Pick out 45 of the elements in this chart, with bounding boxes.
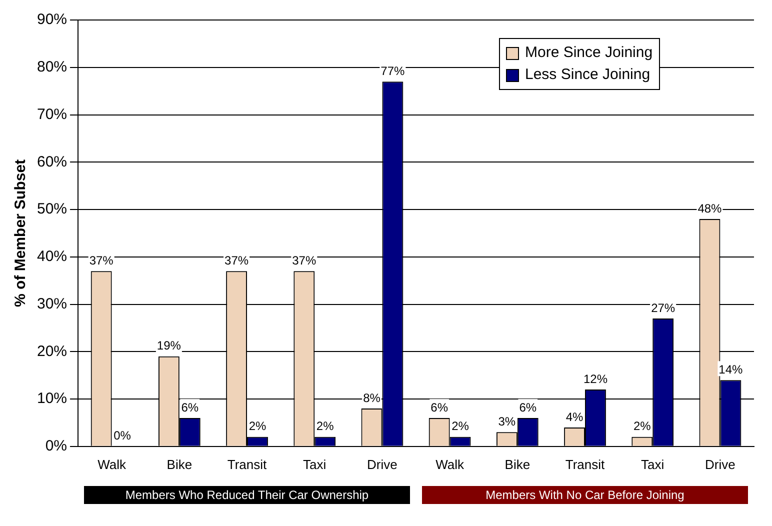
x-tick-label: Bike [166, 456, 192, 472]
y-axis-title: % of Member Subset [12, 159, 30, 307]
data-label: 48% [698, 201, 722, 216]
data-label: 2% [633, 419, 652, 434]
data-label: 37% [292, 253, 316, 268]
text: Members Who Reduced Their Car Ownership [84, 486, 410, 504]
data-label: 2% [452, 419, 470, 434]
y-tick-label: 50% [36, 200, 68, 218]
x-tick-label: Transit [565, 456, 606, 472]
y-tick-label: 40% [36, 248, 68, 266]
x-tick-label: Walk [98, 456, 127, 472]
y-tick-label: 90% [36, 11, 68, 28]
y-tick-label: 80% [36, 58, 68, 76]
legend-label: More Since Joining [525, 43, 653, 63]
x-tick-label: Transit [227, 456, 268, 472]
data-label: 6% [430, 400, 448, 414]
data-label: 2% [316, 419, 334, 434]
y-tick-label: 30% [36, 295, 68, 312]
text: Members With No Car Before Joining [422, 486, 748, 504]
data-label: 8% [363, 390, 381, 405]
data-label: 0% [114, 428, 132, 443]
data-label: 2% [248, 419, 266, 434]
data-label: 37% [224, 253, 249, 268]
x-tick-label: Drive [367, 456, 398, 472]
x-tick-label: Walk [436, 456, 465, 472]
data-label: 6% [519, 400, 537, 414]
data-label: 37% [89, 253, 114, 268]
data-label: 6% [181, 400, 199, 414]
data-label: 19% [156, 338, 182, 353]
x-tick-label: Drive [705, 456, 736, 472]
data-label: 14% [718, 362, 744, 376]
y-tick-label: 20% [36, 342, 68, 360]
data-label: 27% [651, 300, 676, 315]
legend-label: Less Since Joining [525, 65, 650, 85]
y-tick-label: 0% [45, 438, 68, 455]
x-tick-label: Taxi [303, 456, 326, 472]
y-tick-label: 10% [36, 390, 68, 408]
data-label: 4% [566, 410, 584, 424]
data-label: 77% [380, 64, 406, 78]
data-label: 12% [583, 372, 608, 386]
y-tick-label: 70% [36, 106, 68, 123]
x-tick-label: Bike [504, 456, 530, 472]
x-tick-label: Taxi [641, 456, 664, 472]
data-label: 3% [498, 414, 516, 428]
y-tick-label: 60% [36, 153, 68, 170]
